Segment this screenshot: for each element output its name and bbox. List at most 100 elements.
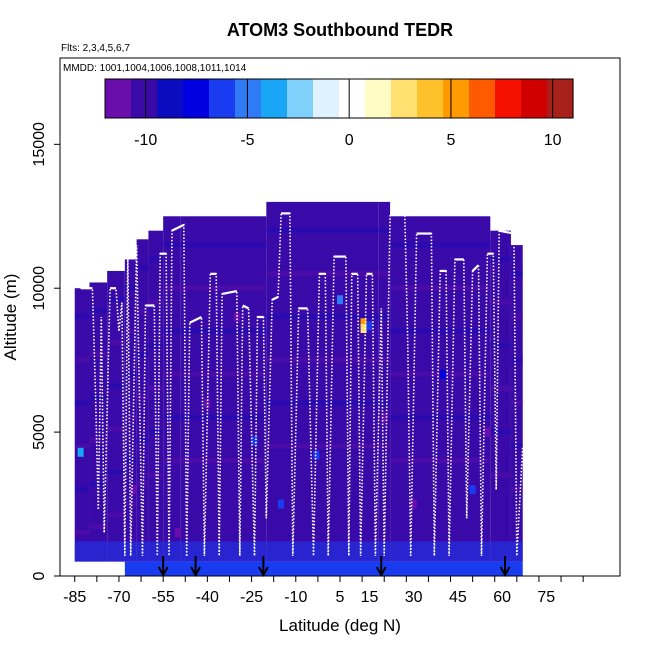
heat-column [124,259,137,562]
latitude-arrow [257,556,269,578]
heat-column [266,201,379,562]
heat-column [136,239,149,562]
heat-stripe [180,371,267,377]
colorbar-swatch [235,79,262,118]
heat-stripe [390,458,491,464]
colorbar-swatch [131,79,158,118]
heat-band [490,541,511,562]
heat-stripe [124,285,137,291]
heat-stripe [163,328,181,334]
y-tick-label: 0 [31,571,48,580]
x-tick-label: 60 [493,589,511,606]
flight-tracks-layer [80,212,524,556]
heat-stripe [74,443,90,449]
heat-column [378,201,391,562]
heat-cell [360,324,367,334]
colorbar-tick-label: 5 [446,132,455,149]
heat-stripe [490,342,511,348]
colorbar-tick-label: -10 [134,132,157,149]
latitude-arrow [190,556,201,578]
y-tick-label: 10000 [31,266,48,311]
heat-stripe [490,256,511,262]
x-tick-label: -40 [196,589,219,606]
heat-cell [484,427,491,437]
heat-cell [360,318,367,328]
colorbar-swatch [313,79,340,118]
heat-stripe [163,414,181,420]
heat-stripe [148,299,164,305]
heat-cell [366,321,373,331]
heat-cell [440,370,447,380]
flight-level-segment [189,316,202,324]
heat-column [180,216,267,562]
heat-stripe [136,265,149,271]
heat-stripe [266,443,379,449]
colorbar-swatch [287,79,314,118]
heat-stripe [107,296,125,302]
heat-stripe [266,357,379,363]
axes-layer: -85 -70 -55 -40 -25 -10 5 15 30 45 60 7505000100001… [31,122,584,606]
flight-level-segment [221,290,238,296]
heat-column [510,245,523,562]
heat-column [107,270,125,562]
x-tick-label: -55 [152,589,175,606]
heat-column [89,282,108,562]
heat-stripe [378,400,391,406]
heat-ground-band [124,561,523,576]
x-tick-label: 30 [405,589,423,606]
colorbar-tick-label: -5 [240,132,254,149]
heat-stripe [490,299,511,305]
heat-stripe [89,394,108,400]
heat-band [378,541,391,562]
heat-stripe [378,314,391,320]
heat-stripe [89,524,108,530]
heat-column [74,288,90,562]
colorbar-swatch [547,79,574,118]
heat-stripe [163,285,181,291]
x-tick-label: 5 [336,589,345,606]
x-tick-label: -85 [63,589,86,606]
heat-stripe [163,458,181,464]
heat-stripe [89,437,108,443]
heat-stripe [107,340,125,346]
heat-stripe [107,383,125,389]
colorbar-swatch [495,79,522,118]
y-axis-label: Altitude (m) [1,274,20,361]
heat-cell [313,450,320,460]
heat-stripe [490,472,511,478]
heat-cell [174,528,181,538]
flight-level-segment [471,264,480,272]
flight-track-4 [265,212,412,556]
heat-stripe [74,529,90,535]
colorbar-swatch [183,79,210,118]
heat-band [148,541,164,562]
colorbar-tick-label: 10 [544,132,562,149]
heat-stripe [74,400,90,406]
heat-cell [381,413,388,423]
heat-stripe [163,371,181,377]
colorbar-swatch [417,79,444,118]
colorbar-swatch [443,79,470,118]
heat-band [74,541,90,562]
colorbar: -10 -5 0 5 10 [104,78,574,149]
heat-stripe [378,227,391,233]
heat-stripe [107,512,125,518]
heat-stripe [89,308,108,314]
heat-stripe [510,357,523,363]
dates-subtitle: MMDD: 1001,1004,1006,1008,1011,1014 [63,63,247,74]
chart-title: ATOM3 Southbound TEDR [227,20,453,40]
heat-cell [251,436,258,446]
latitude-arrow [499,556,511,578]
flights-subtitle: Flts: 2,3,4,5,6,7 [61,43,130,54]
heat-stripe [490,386,511,392]
heat-stripe [136,351,149,357]
heat-stripe [124,414,137,420]
latitude-arrow [375,556,387,578]
x-tick-label: -70 [107,589,130,606]
colorbar-swatch [157,79,184,118]
heat-band [136,541,149,562]
heat-cell [410,499,417,509]
heat-stripe [510,270,523,276]
